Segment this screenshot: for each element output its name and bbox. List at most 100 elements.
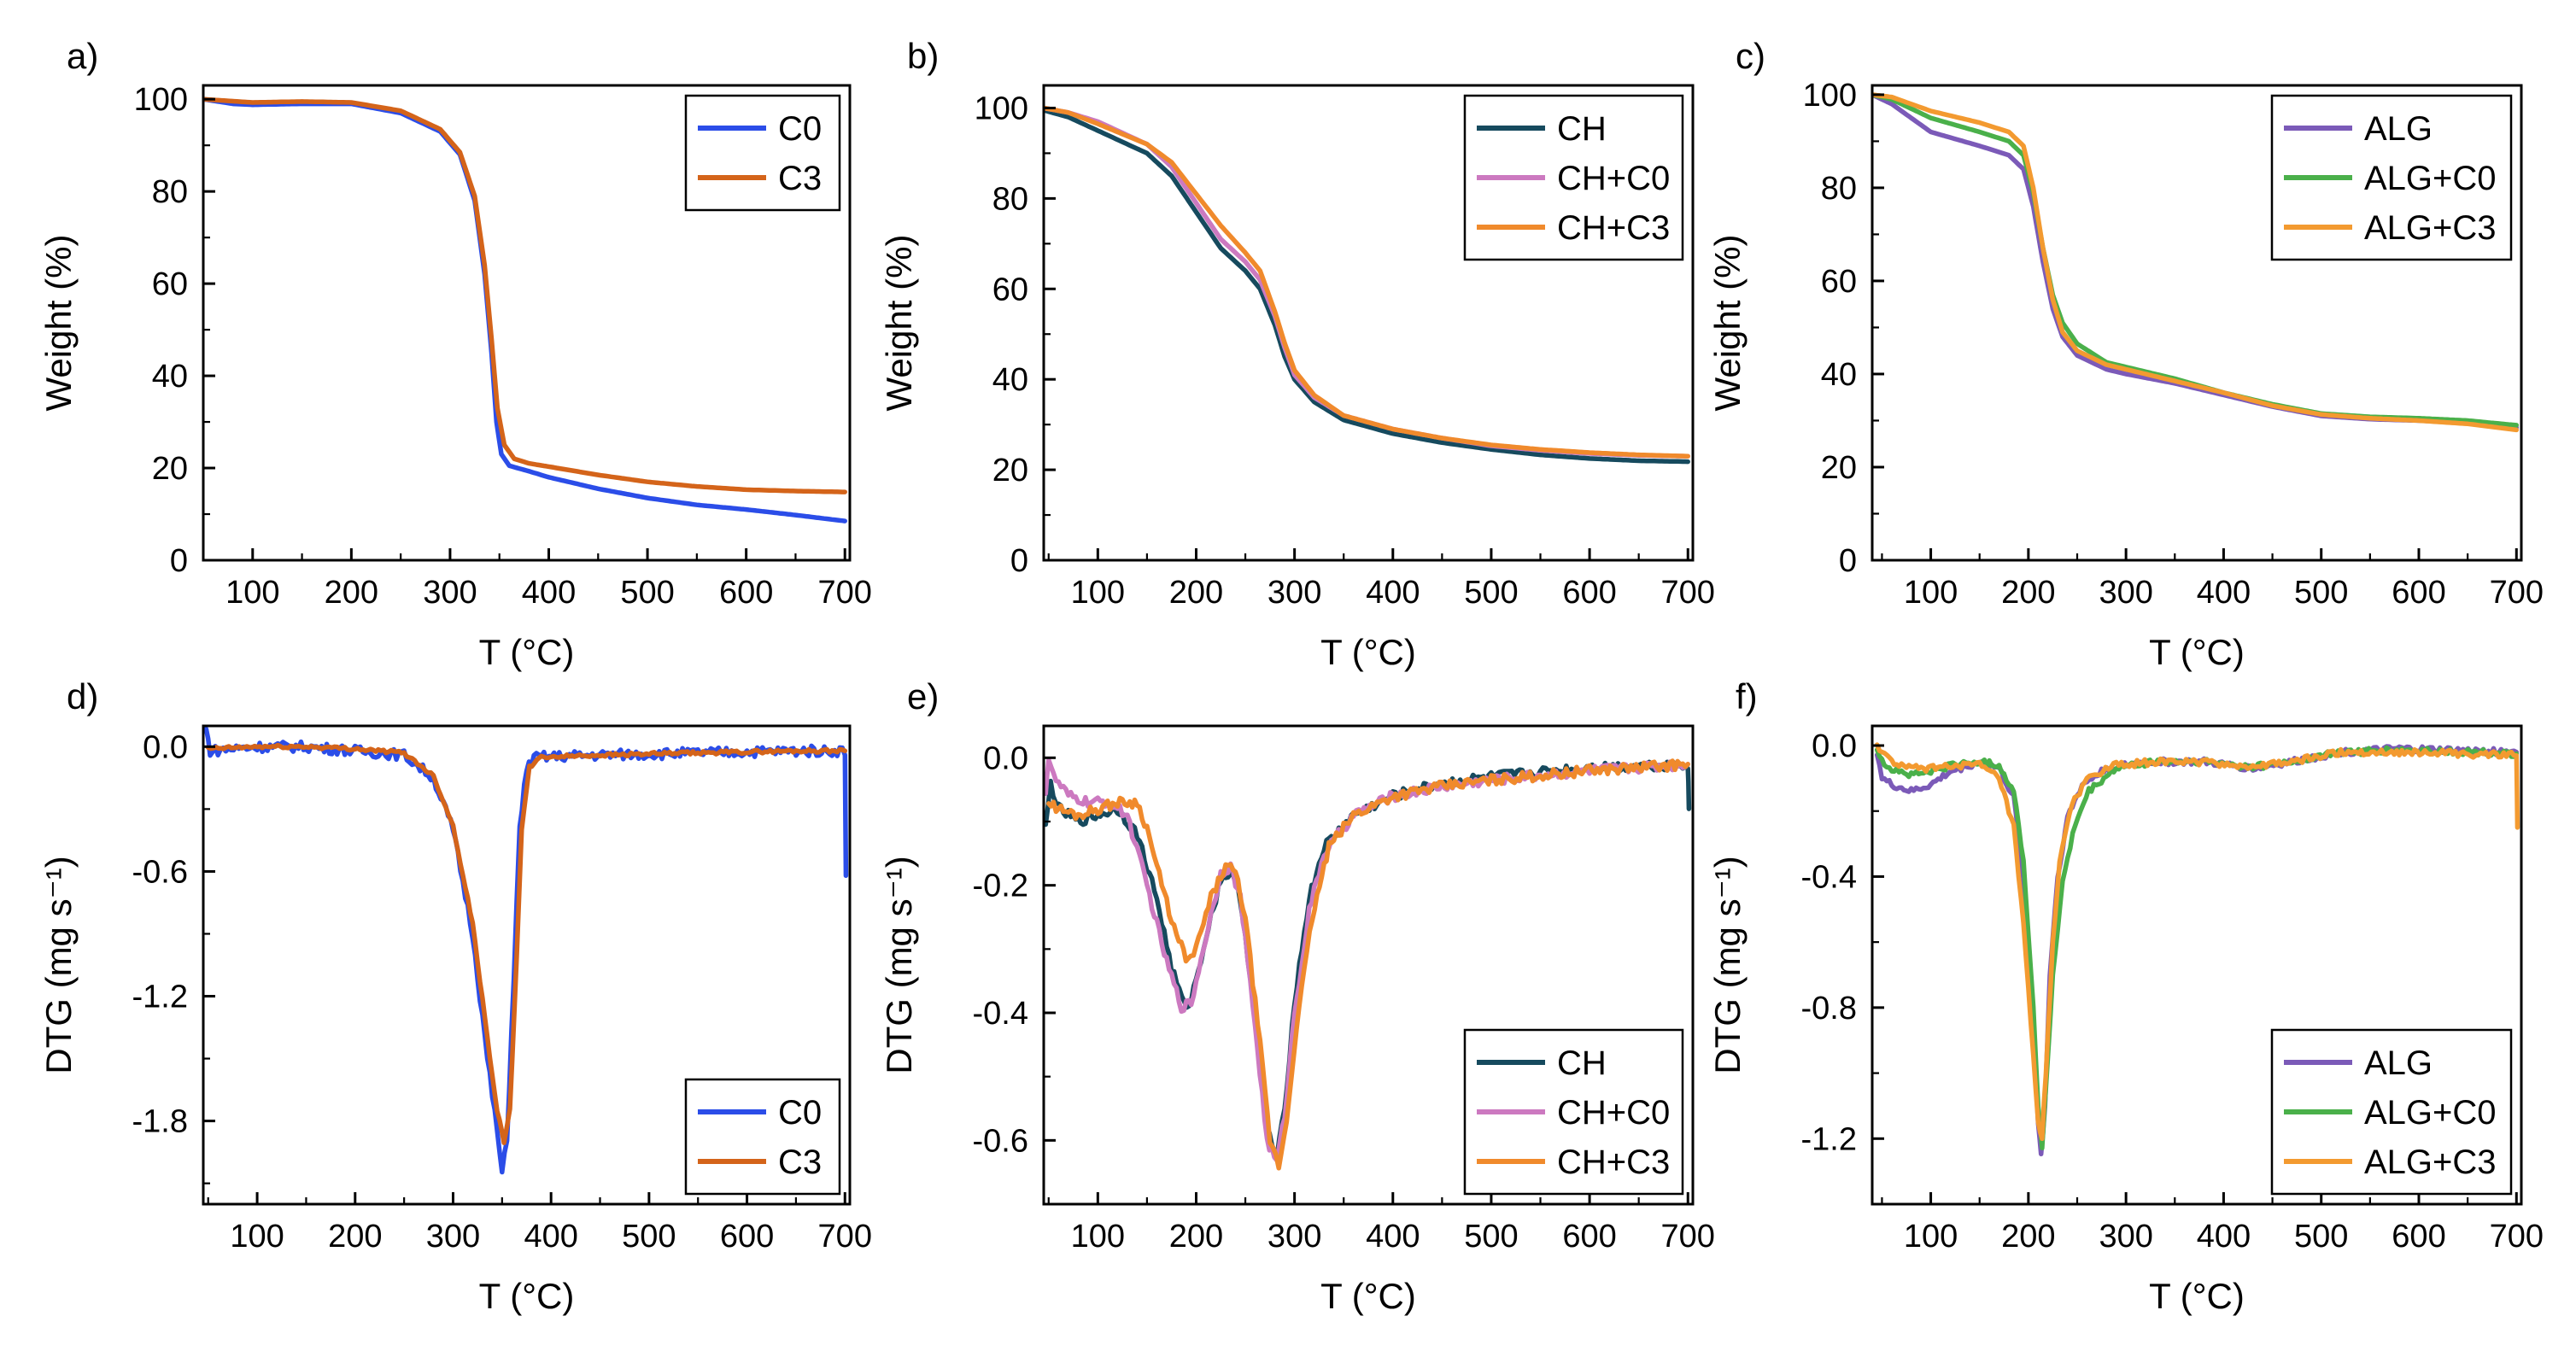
y-tick-label-f-3: -1.2 (1801, 1121, 1857, 1157)
x-tick-label-b-5: 600 (1562, 575, 1616, 611)
x-tick-label-e-2: 300 (1268, 1219, 1321, 1255)
x-tick-label-f-2: 300 (2099, 1219, 2152, 1255)
x-tick-label-e-1: 200 (1169, 1219, 1223, 1255)
legend-label-d-0: C0 (778, 1094, 822, 1132)
legend-label-c-1: ALG+C0 (2364, 160, 2497, 197)
legend-label-e-0: CH (1557, 1044, 1607, 1082)
y-tick-label-e-0: 0.0 (983, 740, 1028, 776)
y-tick-label-d-2: -1.2 (132, 980, 188, 1015)
y-tick-label-b-0: 0 (1010, 543, 1028, 579)
x-tick-label-c-6: 700 (2490, 575, 2544, 611)
panel-c: 100 200 300 400 500 600 700 0 20 40 60 80 100 T (°C) W… (1707, 36, 2544, 672)
series-line-a-1 (203, 97, 847, 494)
y-tick-label-e-2: -0.4 (973, 996, 1028, 1032)
panel-e: 100 200 300 400 500 600 700 0.0 -0.2 -0.4 -0.6 T (°… (879, 676, 1715, 1316)
x-axis-title-c: T (°C) (2149, 632, 2245, 672)
x-tick-label-a-3: 400 (522, 575, 576, 611)
y-tick-label-a-1: 20 (152, 451, 188, 487)
y-tick-label-c-1: 20 (1821, 450, 1857, 486)
x-tick-label-f-4: 500 (2294, 1219, 2348, 1255)
legend-label-b-2: CH+C3 (1557, 209, 1670, 247)
x-tick-label-f-5: 600 (2392, 1219, 2445, 1255)
legend-label-a-0: C0 (778, 110, 822, 148)
x-tick-label-c-0: 100 (1904, 575, 1958, 611)
legend-label-d-1: C3 (778, 1144, 822, 1181)
y-axis-title-a: Weight (%) (38, 235, 79, 412)
x-tick-label-d-5: 600 (720, 1219, 774, 1255)
y-tick-label-a-5: 100 (134, 82, 188, 118)
legend-label-f-2: ALG+C3 (2364, 1144, 2497, 1181)
panel-label-a: a) (67, 36, 98, 76)
plot-frame-b (1042, 84, 1695, 562)
x-tick-label-d-2: 300 (426, 1219, 480, 1255)
legend-b: CH CH+C0 CH+C3 (1463, 94, 1684, 261)
y-tick-label-c-5: 100 (1803, 78, 1857, 114)
legend-label-f-0: ALG (2364, 1044, 2433, 1082)
legend-label-c-2: ALG+C3 (2364, 209, 2497, 247)
legend-f: ALG ALG+C0 ALG+C3 (2270, 1028, 2513, 1196)
x-tick-label-b-2: 300 (1268, 575, 1321, 611)
y-tick-label-f-1: -0.4 (1801, 859, 1857, 895)
legend-box-d (684, 1078, 841, 1196)
y-axis-title-c: Weight (%) (1707, 235, 1748, 412)
y-tick-label-a-3: 60 (152, 266, 188, 302)
x-tick-label-a-2: 300 (423, 575, 477, 611)
x-tick-label-e-0: 100 (1071, 1219, 1125, 1255)
series-line-d-1 (205, 742, 848, 1145)
x-tick-label-d-3: 400 (524, 1219, 577, 1255)
y-axis-title-e: DTG (mg s⁻¹) (879, 856, 919, 1073)
x-tick-label-e-3: 400 (1366, 1219, 1420, 1255)
x-axis-title-b: T (°C) (1320, 632, 1416, 672)
panel-label-e: e) (907, 676, 939, 717)
plot-frame-d (202, 724, 852, 1206)
legend-box-a (684, 94, 841, 212)
y-tick-label-f-0: 0.0 (1812, 728, 1857, 764)
y-tick-label-b-2: 40 (992, 362, 1028, 398)
x-tick-label-d-0: 100 (230, 1219, 284, 1255)
x-tick-label-a-5: 600 (719, 575, 773, 611)
y-tick-label-d-3: -1.8 (132, 1104, 188, 1140)
legend-label-c-0: ALG (2364, 110, 2433, 148)
legend-label-e-1: CH+C0 (1557, 1094, 1670, 1132)
legend-e: CH CH+C0 CH+C3 (1463, 1028, 1684, 1196)
series-line-f-2 (1874, 742, 2520, 1142)
x-tick-label-f-0: 100 (1904, 1219, 1958, 1255)
y-tick-label-a-0: 0 (170, 543, 188, 579)
y-axis-title-f: DTG (mg s⁻¹) (1707, 856, 1748, 1073)
y-tick-label-a-2: 40 (152, 359, 188, 395)
x-tick-label-a-1: 200 (325, 575, 378, 611)
x-tick-label-d-1: 200 (328, 1219, 382, 1255)
x-tick-label-e-5: 600 (1562, 1219, 1616, 1255)
x-tick-label-c-1: 200 (2001, 575, 2055, 611)
x-axis-title-f: T (°C) (2149, 1276, 2245, 1316)
x-tick-label-e-4: 500 (1464, 1219, 1518, 1255)
x-tick-label-b-1: 200 (1169, 575, 1223, 611)
x-tick-label-f-6: 700 (2490, 1219, 2544, 1255)
x-axis-title-a: T (°C) (479, 632, 575, 672)
series-line-c-2 (1872, 92, 2520, 433)
x-tick-label-a-6: 700 (818, 575, 872, 611)
x-axis-title-e: T (°C) (1320, 1276, 1416, 1316)
panel-label-d: d) (67, 676, 98, 717)
plot-frame-e (1042, 724, 1695, 1206)
y-tick-label-c-2: 40 (1821, 357, 1857, 393)
x-tick-label-c-3: 400 (2197, 575, 2251, 611)
y-axis-title-b: Weight (%) (879, 235, 919, 412)
panel-f: 100 200 300 400 500 600 700 0.0 -0.4 -0.8 -1.2 T (°… (1707, 676, 2544, 1316)
y-tick-label-a-4: 80 (152, 174, 188, 210)
y-tick-label-c-0: 0 (1839, 543, 1857, 579)
panel-label-b: b) (907, 36, 939, 76)
x-tick-label-b-4: 500 (1464, 575, 1518, 611)
x-tick-label-a-0: 100 (225, 575, 279, 611)
panel-label-f: f) (1736, 676, 1758, 717)
legend-label-f-1: ALG+C0 (2364, 1094, 2497, 1132)
legend-label-b-0: CH (1557, 110, 1607, 148)
legend-c: ALG ALG+C0 ALG+C3 (2270, 94, 2513, 261)
y-axis-title-d: DTG (mg s⁻¹) (38, 856, 79, 1073)
y-tick-label-b-4: 80 (992, 181, 1028, 217)
plot-frame-c (1871, 84, 2523, 562)
panel-d: 100 200 300 400 500 600 700 0.0 -0.6 -1.2 -1.8 T (°… (38, 676, 872, 1316)
x-tick-label-d-6: 700 (818, 1219, 872, 1255)
